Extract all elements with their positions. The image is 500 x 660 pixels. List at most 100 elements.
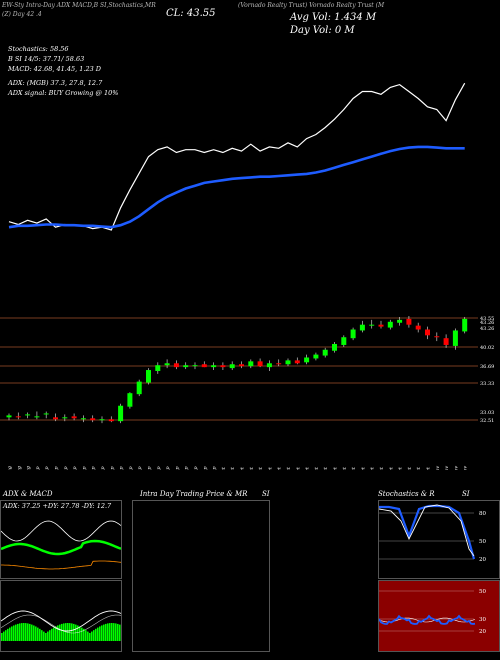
stoch-bg [379, 501, 499, 578]
date-tick-label: 07 Sep [72, 466, 78, 470]
macd-histogram-bar [105, 623, 107, 641]
intraday-panel-title: Intra Day Trading Price & MR [140, 490, 248, 498]
macd-histogram-bar [93, 630, 95, 641]
candle-body [276, 363, 282, 365]
candle-body [43, 413, 49, 415]
candle-body [108, 419, 114, 422]
macd-histogram-bar [117, 623, 119, 641]
candle-body [248, 361, 254, 367]
candle-body [285, 360, 291, 365]
macd-histogram-bar [57, 625, 59, 641]
macd-histogram-bar [73, 623, 75, 641]
date-tick-label: 02 Nov [444, 466, 450, 470]
date-tick-label: 03 Sep [35, 466, 41, 470]
candle-body [378, 324, 384, 327]
mr-level-label: 20 [479, 629, 486, 635]
date-tick-label: 21 Sep [165, 466, 171, 470]
price-level-label: 43.26 [480, 320, 494, 326]
date-tick-label: 08 Oct [267, 466, 273, 470]
date-tick-label: 05 Oct [258, 466, 264, 470]
candle-body [369, 324, 375, 326]
date-tick-label: 17 Oct [333, 466, 339, 470]
candle-body [220, 365, 226, 368]
date-tick-label: 01 Nov [435, 466, 441, 470]
moving-average-line [8, 145, 465, 229]
header-left-small: (Z) Day 42 .4 [2, 11, 42, 18]
si-readout: B SI 14/5: 37.71/ 58.63 [8, 55, 85, 63]
candle-body [136, 381, 142, 395]
candle-body [25, 414, 31, 416]
macd-histogram-bar [119, 624, 121, 641]
date-tick-label: 30 Aug [16, 466, 22, 470]
minus-di-line [1, 560, 121, 570]
macd-histogram-bar [113, 623, 115, 641]
date-tick-label: 26 Sep [193, 466, 199, 470]
macd-histogram-bar [99, 626, 101, 641]
candle-body [6, 415, 12, 418]
date-tick-label: 29 Oct [407, 466, 413, 470]
candle-body [173, 363, 179, 368]
macd-histogram-bar [45, 632, 47, 641]
date-tick-label: 24 Sep [174, 466, 180, 470]
macd-histogram-bar [23, 623, 25, 641]
candle-body [183, 365, 189, 368]
date-tick-label: 05 Nov [453, 466, 459, 470]
date-tick-label: 17 Sep [128, 466, 134, 470]
stoch-panel-title: Stochastics & R [378, 490, 435, 498]
stochastics-panel: 80 50 20 [378, 500, 500, 579]
macd-histogram-bar [19, 623, 21, 641]
price-level-label: 32.51 [480, 418, 494, 424]
date-tick-label: 22 Oct [360, 466, 366, 470]
macd-histogram-bar [63, 623, 65, 641]
macd-readout: MACD: 42.68, 41.45, 1.23 D [8, 65, 102, 73]
close-label: CL: 43.55 [166, 8, 216, 19]
date-tick-label: 28 Sep [212, 466, 218, 470]
price-chart: 43.5543.2643.2640.0236.6933.3333.0332.51… [0, 82, 494, 470]
macd-histogram-bar [115, 623, 117, 641]
signal-line [1, 614, 121, 634]
candle-body [406, 318, 412, 325]
day-vol-label: Day Vol: 0 M [290, 25, 355, 36]
candle-body [452, 330, 458, 346]
stoch-si-label: SI [462, 490, 470, 498]
date-tick-label: 19 Oct [351, 466, 357, 470]
macd-histogram-bar [95, 628, 97, 641]
adx-readout: ADX: (MGB) 37.3, 27.8, 12.7 [8, 79, 103, 87]
macd-histogram-bar [35, 626, 37, 641]
date-tick-label: 30 Oct [416, 466, 422, 470]
date-tick-label: 01 Oct [221, 466, 227, 470]
candle-body [15, 416, 21, 418]
candle-body [80, 418, 86, 420]
macd-histogram-bar [107, 623, 109, 641]
macd-histogram-bar [81, 627, 83, 641]
macd-histogram-bar [21, 623, 23, 641]
si-line [8, 82, 466, 231]
date-tick-label: 23 Oct [370, 466, 376, 470]
candle-body [239, 364, 244, 367]
mr-blue-line [379, 614, 476, 625]
date-tick-label: 31 Aug [26, 466, 32, 470]
macd-histogram-bar [61, 623, 63, 641]
date-tick-label: 26 Oct [398, 466, 404, 470]
macd-histogram-bar [91, 631, 93, 641]
macd-histogram-bar [97, 627, 99, 641]
macd-panel [0, 580, 122, 652]
macd-histogram-bar [69, 623, 71, 641]
adx-panel: ADX: 37.25 +DY: 27.78 -DY: 12.7 [0, 500, 122, 579]
date-tick-label: 10 Sep [81, 466, 87, 470]
date-tick-label: 24 Oct [379, 466, 385, 470]
macd-histogram-bar [39, 628, 41, 641]
macd-histogram-bar [67, 623, 69, 641]
mr-level-label: 30 [479, 617, 486, 623]
candle-body [155, 365, 161, 371]
candle-body [425, 329, 430, 336]
candle-body [201, 364, 207, 368]
macd-histogram-bar [53, 627, 55, 641]
candle-body [415, 325, 421, 330]
date-tick-label: 25 Sep [184, 466, 190, 470]
candle-body [90, 418, 96, 421]
macd-histogram-bar [55, 626, 57, 641]
macd-histogram-bar [11, 626, 13, 641]
stoch-level-label: 50 [479, 539, 486, 545]
candle-body [229, 364, 235, 369]
